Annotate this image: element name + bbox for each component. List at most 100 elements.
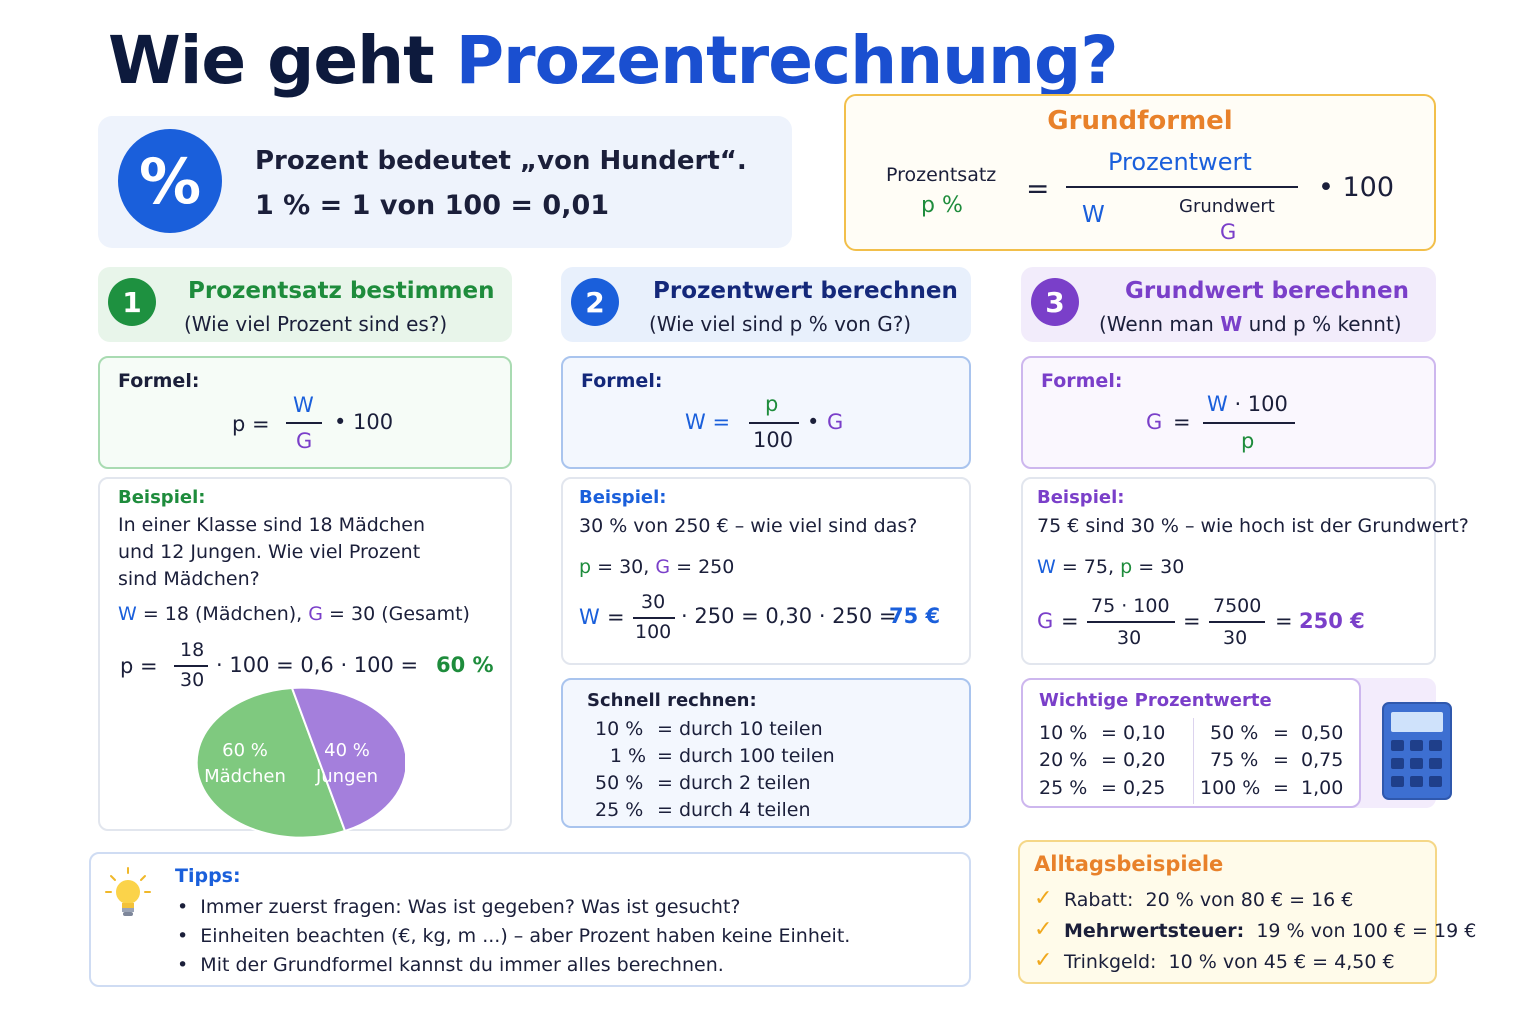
quick-row-4-rule: = durch 4 teilen xyxy=(657,799,811,821)
quick-row-1-pct: 10 % xyxy=(595,718,644,740)
col2-formula-w: W = xyxy=(685,410,731,434)
col3-given-w: W xyxy=(1037,556,1056,578)
col3-subtitle-a: (Wenn man xyxy=(1099,312,1221,336)
col2-formula-dot: • xyxy=(807,410,820,434)
quick-row-3-rule: = durch 2 teilen xyxy=(657,772,811,794)
page-title: Wie geht Prozentrechnung? xyxy=(108,22,1119,99)
quick-calc-label: Schnell rechnen: xyxy=(587,690,757,711)
title-part-2: Prozentrechnung? xyxy=(455,22,1119,99)
col3-title: Grundwert berechnen xyxy=(1125,278,1409,304)
everyday-item-1-name: Rabatt: xyxy=(1064,889,1134,911)
quick-row-1-rule: = durch 10 teilen xyxy=(657,718,823,740)
col1-calc-numerator: 18 xyxy=(180,639,205,661)
quick-row-4-pct: 25 % xyxy=(595,799,644,821)
col2-given-p: p xyxy=(579,556,592,578)
col2-formula-bar xyxy=(749,422,799,424)
intro-line-2: 1 % = 1 von 100 = 0,01 xyxy=(255,190,610,221)
col1-example-label: Beispiel: xyxy=(118,487,206,508)
col3-formula-num-rest: · 100 xyxy=(1234,392,1288,416)
col3-subtitle-b: und p % kennt) xyxy=(1242,312,1402,336)
checkmark-icon: ✓ xyxy=(1034,917,1053,942)
col3-formula-label: Formel: xyxy=(1041,370,1123,392)
important-values-card: Wichtige Prozentwerte 10 % = 0,10 20 % =… xyxy=(1021,678,1361,808)
col3-subtitle: (Wenn man W und p % kennt) xyxy=(1099,312,1402,336)
col2-formula-denominator: 100 xyxy=(753,428,794,452)
col3-calc-eq: = xyxy=(1061,609,1079,633)
grundformel-left-label: Prozentsatz xyxy=(886,164,997,186)
everyday-item-3-name: Trinkgeld: xyxy=(1064,951,1157,973)
col1-formula-card: Formel: p = W G • 100 xyxy=(98,356,512,469)
col1-header: 1 Prozentsatz bestimmen (Wie viel Prozen… xyxy=(98,267,512,342)
col3-given-p-value: = 30 xyxy=(1138,556,1185,578)
col1-example-line-3: sind Mädchen? xyxy=(118,568,260,590)
tips-box: Tipps: • Immer zuerst fragen: Was ist ge… xyxy=(89,852,971,987)
value-right-3-pct: 100 % xyxy=(1200,777,1261,799)
everyday-examples-box: Alltagsbeispiele ✓ Rabatt: 20 % von 80 €… xyxy=(1018,840,1476,984)
value-left-3-eq: = xyxy=(1101,777,1117,799)
col3-calc-bar-1 xyxy=(1087,621,1175,623)
grundformel-multiplier: • 100 xyxy=(1318,172,1395,203)
pie-girls-label: Mädchen xyxy=(204,766,286,787)
col2-example-line-1: 30 % von 250 € – wie viel sind das? xyxy=(579,515,918,537)
col1-formula-label: Formel: xyxy=(118,370,200,392)
col3-calc-bar-2 xyxy=(1209,621,1265,623)
col2-header: 2 Prozentwert berechnen (Wie viel sind p… xyxy=(561,267,971,342)
col2-calc-numerator: 30 xyxy=(641,591,666,613)
value-left-2-eq: = xyxy=(1101,749,1117,771)
checkmark-icon: ✓ xyxy=(1034,886,1053,911)
col1-calc-denominator: 30 xyxy=(180,669,205,691)
grundformel-fraction-bar xyxy=(1066,186,1298,188)
col1-given-g-value: = 30 (Gesamt) xyxy=(329,603,470,625)
col1-formula-numerator: W xyxy=(293,393,314,417)
lightbulb-icon xyxy=(105,867,151,916)
col1-given: W = 18 (Mädchen), G = 30 (Gesamt) xyxy=(118,603,470,625)
value-left-2-pct: 20 % xyxy=(1039,749,1088,771)
pie-boys-value: 40 % xyxy=(324,740,370,761)
col3-formula-card: Formel: G = W · 100 p xyxy=(1021,356,1436,469)
grundformel-numerator: Prozentwert xyxy=(1108,148,1252,176)
tip-2: • Einheiten beachten (€, kg, m ...) – ab… xyxy=(177,925,851,947)
grundformel-denominator-label: Grundwert xyxy=(1179,196,1275,217)
col1-subtitle: (Wie viel Prozent sind es?) xyxy=(184,312,448,336)
col2-formula-card: Formel: W = p 100 • G xyxy=(561,356,971,469)
everyday-item-2-value: 19 % von 100 € = 19 € xyxy=(1256,920,1477,942)
col2-calc-result: 75 € xyxy=(889,604,941,628)
value-right-3-val: 1,00 xyxy=(1301,777,1344,799)
col1-formula-left: p = xyxy=(232,412,270,436)
pie-slice-boys xyxy=(290,686,405,833)
col3-calc-numerator-2: 7500 xyxy=(1213,595,1262,617)
value-left-3-val: 0,25 xyxy=(1123,777,1166,799)
everyday-item-2-name: Mehrwertsteuer: xyxy=(1064,920,1245,942)
tips-label: Tipps: xyxy=(175,865,241,887)
col3-given-p: p xyxy=(1120,556,1133,578)
value-right-1-val: 0,50 xyxy=(1301,722,1344,744)
intro-line-1: Prozent bedeutet „von Hundert“. xyxy=(255,146,747,176)
col2-subtitle: (Wie viel sind p % von G?) xyxy=(649,312,912,336)
col3-example-line-1: 75 € sind 30 % – wie hoch ist der Grundw… xyxy=(1037,515,1469,537)
value-right-1-eq: = xyxy=(1273,722,1289,744)
tip-3-text: Mit der Grundformel kannst du immer alle… xyxy=(200,954,724,976)
col3-calc-left: G xyxy=(1037,609,1054,633)
col3-example-card: Beispiel: 75 € sind 30 % – wie hoch ist … xyxy=(1021,477,1469,665)
col2-example-label: Beispiel: xyxy=(579,487,667,508)
calculator-icon xyxy=(1382,702,1452,800)
col2-given-g-value: = 250 xyxy=(676,556,735,578)
value-left-1-val: 0,10 xyxy=(1123,722,1166,744)
checkmark-icon: ✓ xyxy=(1034,948,1053,973)
tip-3: • Mit der Grundformel kannst du immer al… xyxy=(177,954,724,976)
col1-example-line-2: und 12 Jungen. Wie viel Prozent xyxy=(118,541,421,563)
col1-title: Prozentsatz bestimmen xyxy=(188,278,495,304)
col1-formula-bar xyxy=(286,422,322,424)
col3-number-badge: 3 xyxy=(1031,278,1079,326)
col3-calc-numerator-1: 75 · 100 xyxy=(1091,595,1170,617)
col2-formula-label: Formel: xyxy=(581,370,663,392)
col1-given-w: W xyxy=(118,603,137,625)
col2-calc-rest: · 250 = 0,30 · 250 = xyxy=(681,604,897,628)
everyday-item-3: Trinkgeld: 10 % von 45 € = 4,50 € xyxy=(1064,951,1395,973)
col2-given: p = 30, G = 250 xyxy=(579,556,734,578)
col3-formula-eq: = xyxy=(1173,410,1191,434)
grundformel-box: Grundformel Prozentsatz p % = Prozentwer… xyxy=(844,94,1436,251)
col3-formula-bar xyxy=(1203,422,1295,424)
value-right-1-pct: 50 % xyxy=(1210,722,1259,744)
percent-icon: % xyxy=(118,129,222,233)
